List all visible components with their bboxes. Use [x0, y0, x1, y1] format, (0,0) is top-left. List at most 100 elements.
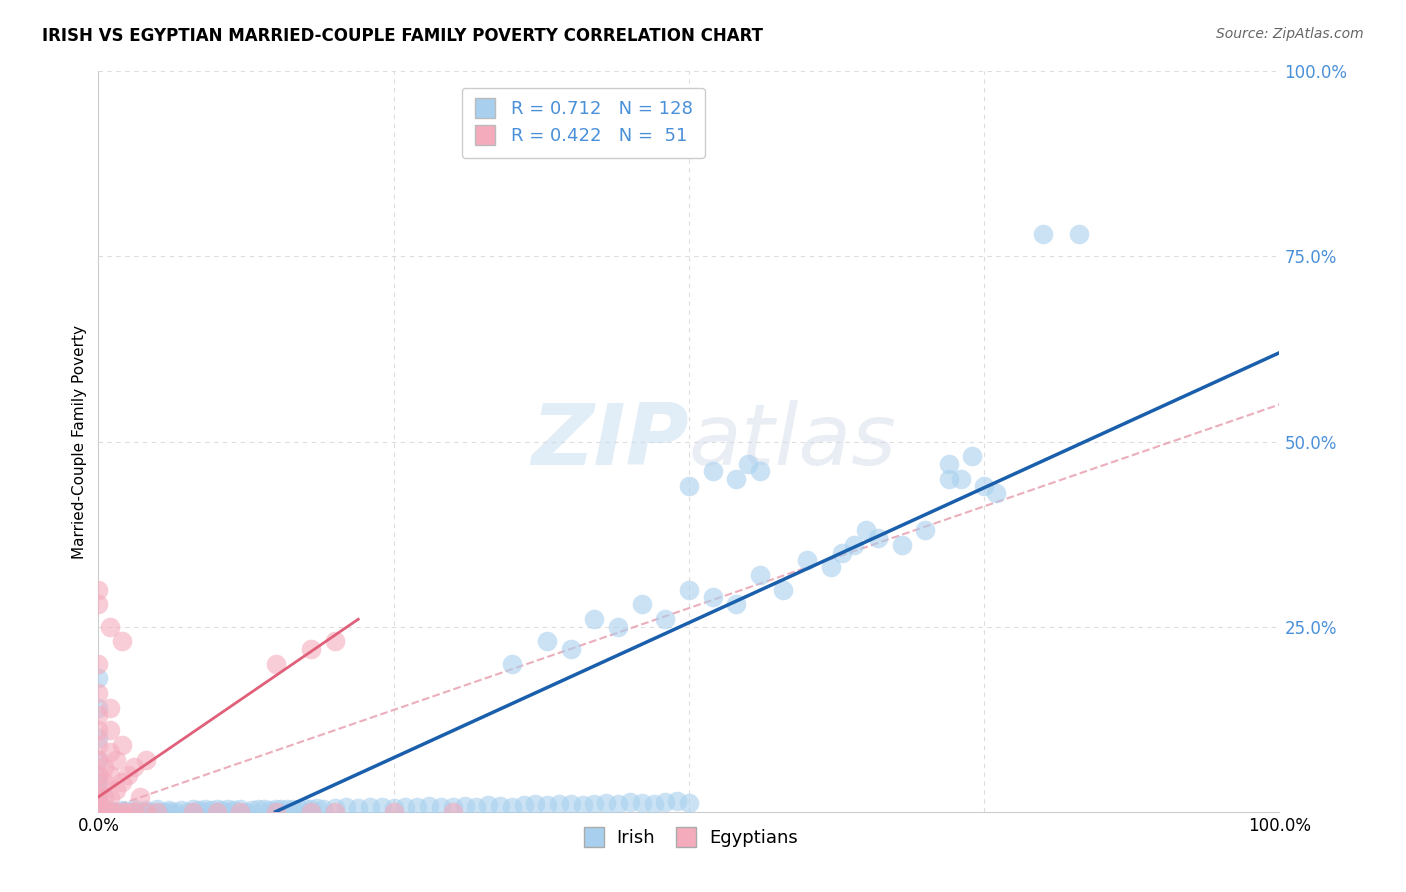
- Point: [536, 634, 558, 648]
- Point: [87, 767, 110, 781]
- Point: [205, 805, 228, 819]
- Point: [666, 794, 689, 808]
- Point: [914, 524, 936, 538]
- Point: [224, 803, 246, 817]
- Point: [276, 803, 298, 817]
- Point: [146, 805, 169, 819]
- Point: [465, 799, 488, 814]
- Point: [111, 805, 134, 819]
- Point: [866, 531, 889, 545]
- Point: [87, 753, 110, 767]
- Point: [93, 805, 115, 819]
- Point: [737, 457, 759, 471]
- Point: [181, 805, 204, 819]
- Point: [323, 805, 346, 819]
- Point: [165, 805, 187, 819]
- Point: [98, 789, 121, 804]
- Point: [441, 800, 464, 814]
- Point: [299, 641, 322, 656]
- Point: [299, 802, 322, 816]
- Point: [1067, 227, 1090, 242]
- Point: [117, 805, 139, 819]
- Point: [984, 486, 1007, 500]
- Point: [512, 798, 534, 813]
- Point: [105, 782, 128, 797]
- Legend: Irish, Egyptians: Irish, Egyptians: [572, 822, 806, 855]
- Point: [111, 738, 134, 752]
- Point: [122, 805, 145, 819]
- Point: [93, 789, 115, 804]
- Point: [98, 805, 121, 819]
- Point: [152, 805, 174, 819]
- Point: [117, 805, 139, 819]
- Point: [643, 797, 665, 811]
- Point: [288, 803, 311, 817]
- Text: Source: ZipAtlas.com: Source: ZipAtlas.com: [1216, 27, 1364, 41]
- Point: [87, 582, 110, 597]
- Point: [938, 471, 960, 485]
- Point: [246, 803, 269, 817]
- Point: [571, 798, 593, 813]
- Point: [654, 612, 676, 626]
- Point: [796, 553, 818, 567]
- Point: [359, 799, 381, 814]
- Point: [831, 546, 853, 560]
- Point: [583, 797, 606, 811]
- Point: [890, 538, 912, 552]
- Point: [200, 803, 222, 817]
- Point: [93, 805, 115, 819]
- Point: [229, 805, 252, 819]
- Point: [87, 798, 110, 813]
- Point: [323, 634, 346, 648]
- Point: [87, 672, 110, 686]
- Point: [820, 560, 842, 574]
- Point: [87, 767, 110, 781]
- Point: [157, 803, 180, 817]
- Point: [128, 805, 150, 819]
- Point: [678, 479, 700, 493]
- Point: [772, 582, 794, 597]
- Point: [122, 803, 145, 817]
- Point: [205, 805, 228, 819]
- Point: [406, 800, 429, 814]
- Point: [748, 464, 770, 478]
- Point: [630, 598, 652, 612]
- Text: IRISH VS EGYPTIAN MARRIED-COUPLE FAMILY POVERTY CORRELATION CHART: IRISH VS EGYPTIAN MARRIED-COUPLE FAMILY …: [42, 27, 763, 45]
- Point: [973, 479, 995, 493]
- Point: [98, 746, 121, 760]
- Point: [98, 803, 121, 817]
- Point: [607, 797, 630, 812]
- Point: [312, 802, 335, 816]
- Point: [595, 796, 617, 810]
- Point: [93, 760, 115, 774]
- Point: [87, 782, 110, 797]
- Point: [441, 805, 464, 819]
- Point: [323, 801, 346, 815]
- Point: [98, 701, 121, 715]
- Point: [194, 805, 217, 819]
- Point: [157, 805, 180, 819]
- Point: [128, 789, 150, 804]
- Point: [217, 805, 239, 819]
- Point: [146, 803, 169, 817]
- Point: [141, 805, 163, 819]
- Point: [524, 797, 547, 812]
- Point: [98, 619, 121, 633]
- Point: [347, 801, 370, 815]
- Point: [477, 798, 499, 813]
- Point: [181, 803, 204, 817]
- Point: [305, 801, 328, 815]
- Point: [146, 805, 169, 819]
- Point: [294, 801, 316, 815]
- Point: [87, 657, 110, 671]
- Point: [117, 767, 139, 781]
- Point: [87, 723, 110, 738]
- Point: [619, 795, 641, 809]
- Point: [176, 805, 198, 819]
- Point: [205, 803, 228, 817]
- Point: [725, 471, 748, 485]
- Point: [962, 450, 984, 464]
- Point: [87, 598, 110, 612]
- Point: [87, 789, 110, 804]
- Point: [299, 805, 322, 819]
